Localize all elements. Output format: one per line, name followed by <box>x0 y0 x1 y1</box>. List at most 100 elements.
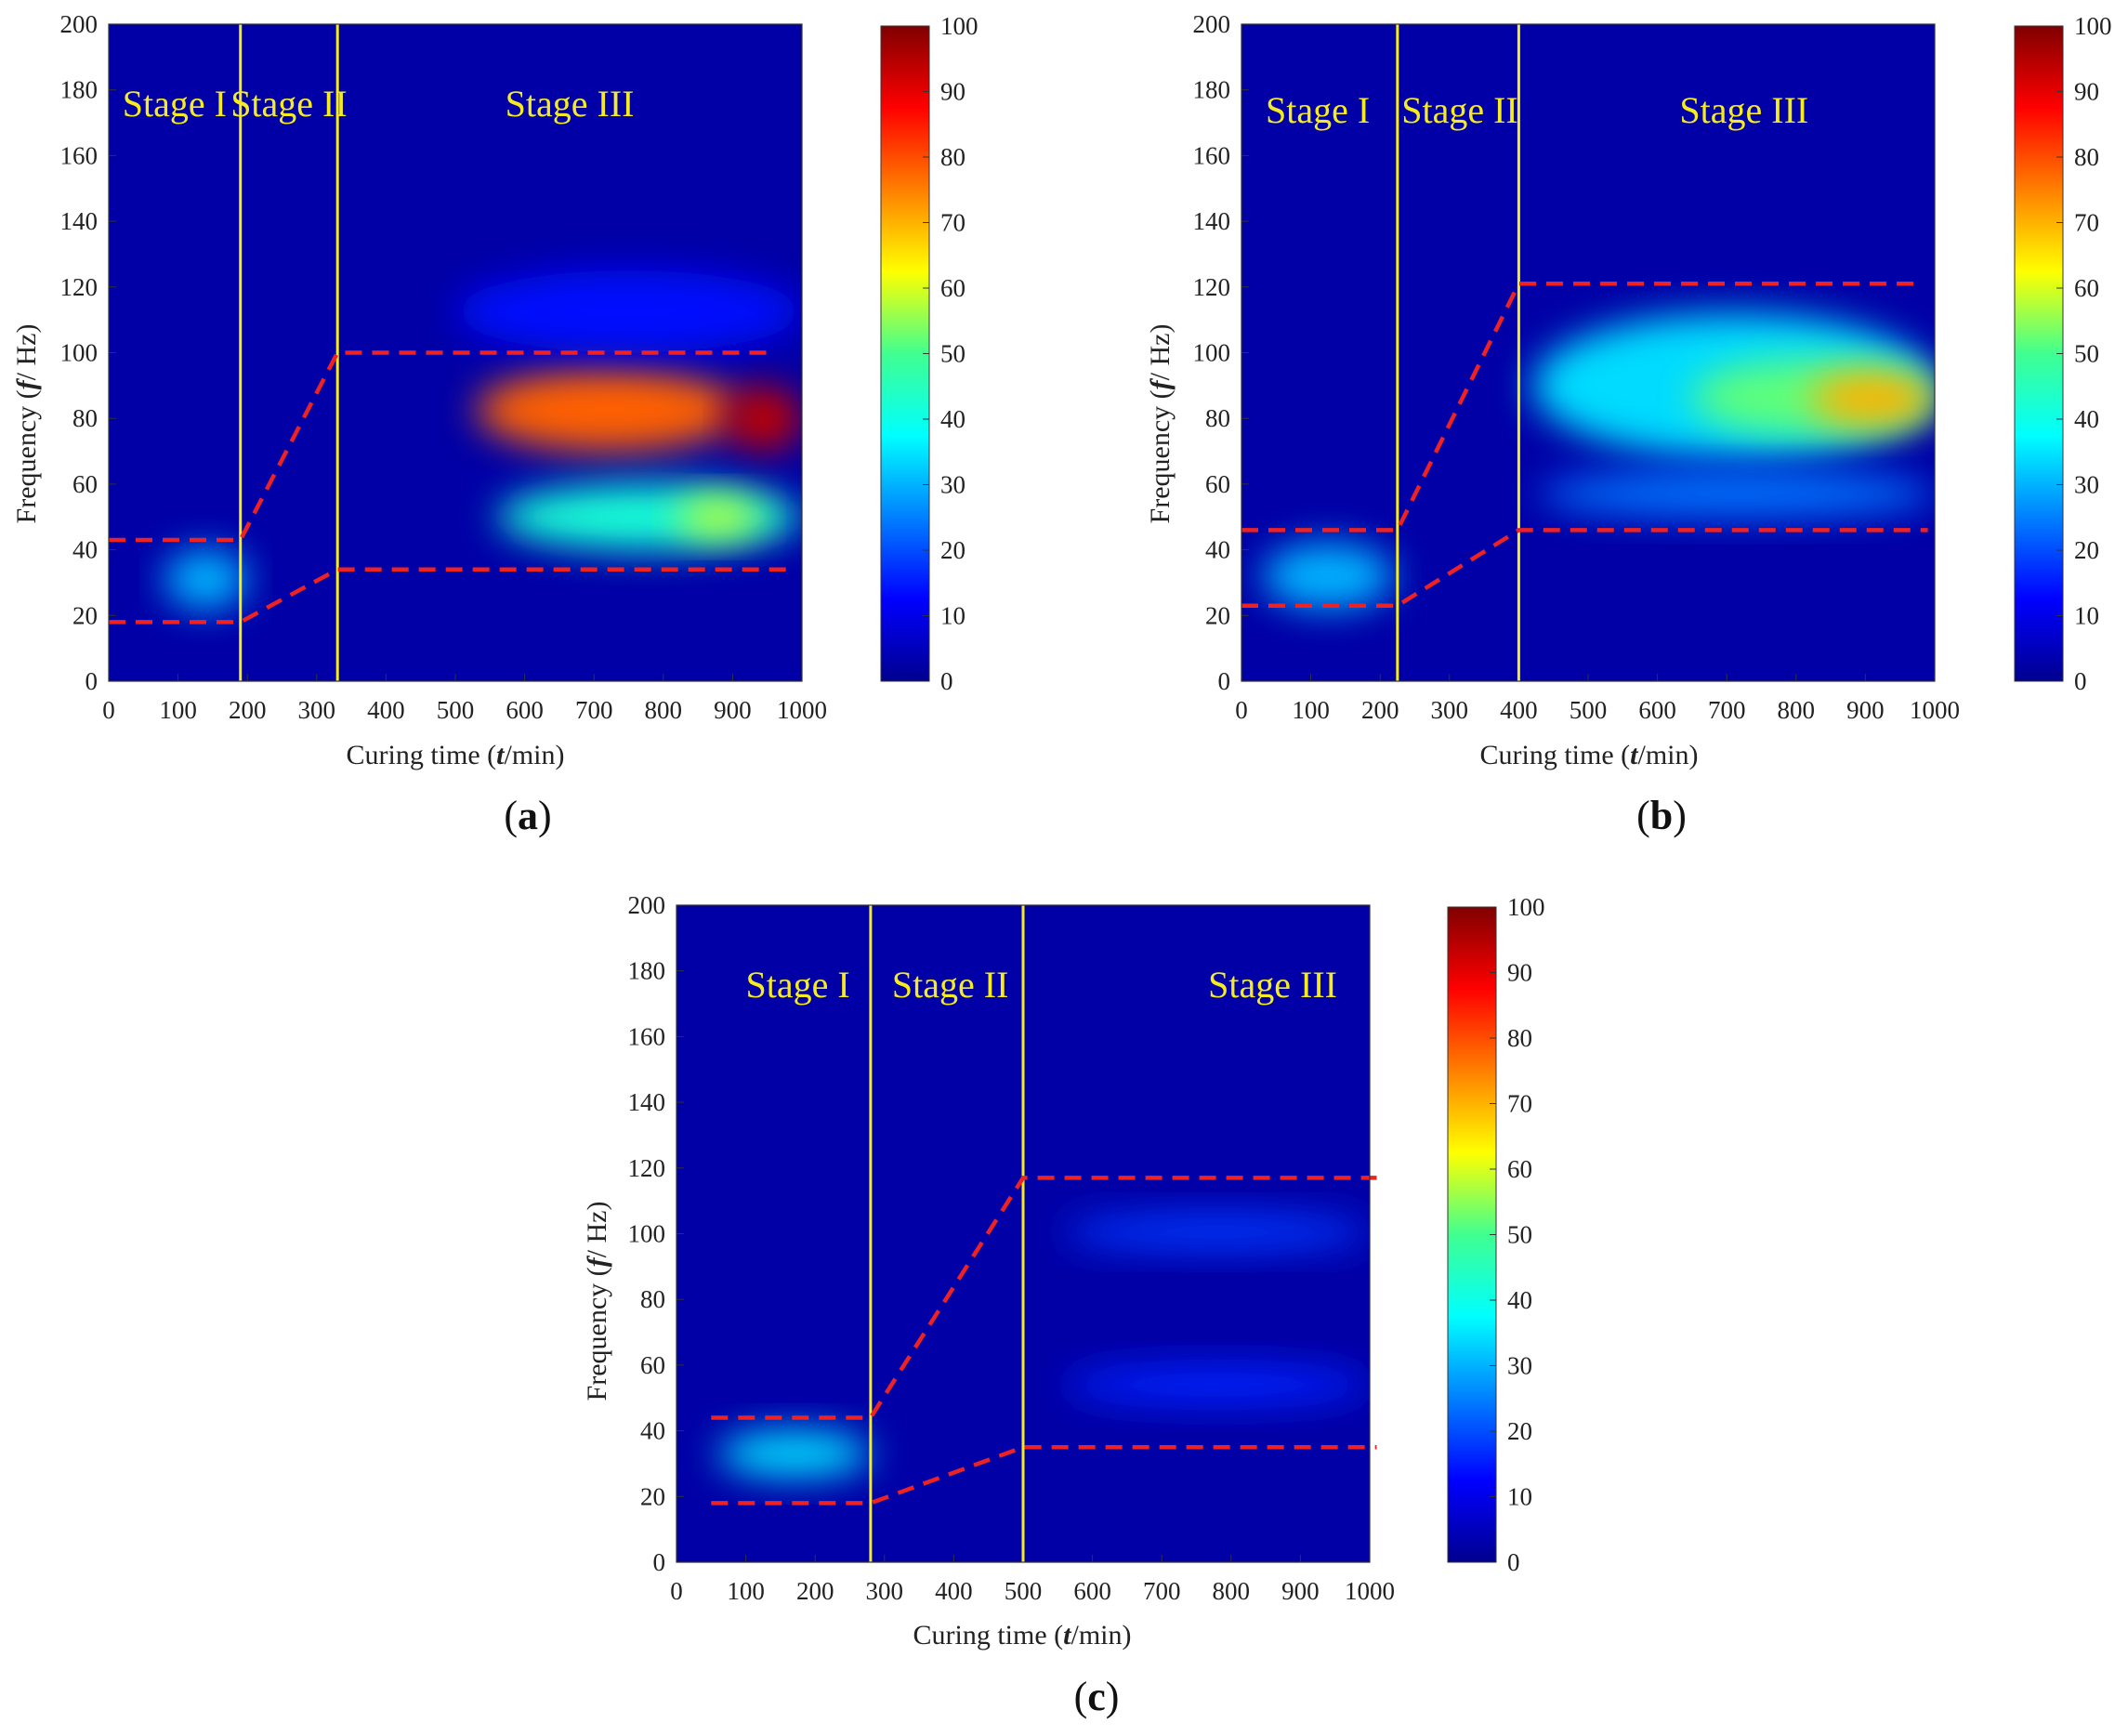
y-tick-label: 20 <box>640 1482 665 1510</box>
x-tick-label: 0 <box>102 696 115 724</box>
x-tick-label: 300 <box>298 696 336 724</box>
stage-label: Stage II <box>1401 89 1518 131</box>
colorbar-tick-label: 90 <box>1507 959 1532 987</box>
x-tick-label: 0 <box>1235 696 1248 724</box>
lower-frequency-boundary <box>1241 528 1928 608</box>
heatmap-area <box>109 24 802 681</box>
stage-label: Stage III <box>1208 964 1337 1006</box>
x-tick-label: 700 <box>1708 696 1746 724</box>
y-tick-label: 40 <box>72 536 98 564</box>
y-tick-label: 100 <box>628 1220 666 1248</box>
stage-label: Stage III <box>1679 89 1808 131</box>
colorbar-tick-label: 30 <box>1507 1352 1532 1380</box>
x-tick-label: 500 <box>437 696 475 724</box>
panel-label: (a) <box>504 793 551 838</box>
heatmap-hotspot <box>1809 372 1935 426</box>
y-tick-label: 60 <box>72 470 98 498</box>
heatmap-hotspot <box>164 549 248 610</box>
y-tick-label: 0 <box>85 667 99 695</box>
x-tick-label: 100 <box>727 1577 765 1605</box>
y-tick-label: 200 <box>60 10 99 38</box>
y-tick-label: 120 <box>1193 273 1231 301</box>
x-axis-label: Curing time (t/min) <box>1480 740 1699 770</box>
heatmap-hotspot <box>455 270 802 353</box>
x-tick-label: 1000 <box>1345 1577 1395 1605</box>
y-ticks: 0 20 40 60 80 100 120 140 160 180 200 <box>628 891 684 1576</box>
colorbar-tick-label: 40 <box>940 405 965 433</box>
x-tick-label: 400 <box>1500 696 1538 724</box>
upper-frequency-boundary <box>109 350 775 543</box>
x-tick-label: 600 <box>1638 696 1676 724</box>
plot-frame <box>676 904 1371 1563</box>
y-ticks: 0 20 40 60 80 100 120 140 160 180 200 <box>60 10 116 695</box>
colorbar-gradient <box>1447 906 1497 1563</box>
y-tick-label: 20 <box>72 601 98 629</box>
x-tick-label: 900 <box>714 696 752 724</box>
colorbar-tick-label: 60 <box>2074 274 2099 302</box>
heatmap-hotspot <box>1262 543 1395 610</box>
y-tick-label: 80 <box>1205 404 1230 432</box>
x-tick-label: 400 <box>935 1577 973 1605</box>
y-tick-label: 120 <box>628 1154 666 1182</box>
x-axis-label: Curing time (t/min) <box>913 1620 1132 1651</box>
y-ticks: 0 20 40 60 80 100 120 140 160 180 200 <box>1193 10 1249 695</box>
y-tick-label: 160 <box>628 1022 666 1050</box>
plot-frame <box>108 23 803 682</box>
colorbar-gradient <box>880 25 930 682</box>
colorbar-tick-label: 100 <box>2074 12 2112 40</box>
y-tick-label: 140 <box>628 1088 666 1116</box>
x-tick-label: 800 <box>1213 1577 1251 1605</box>
y-tick-label: 0 <box>653 1548 666 1576</box>
y-tick-label: 40 <box>1205 536 1230 564</box>
y-tick-label: 180 <box>628 957 666 985</box>
colorbar-tick-label: 0 <box>1507 1548 1520 1576</box>
panel-label: (c) <box>1074 1674 1120 1719</box>
colorbar-tick-label: 100 <box>940 12 979 40</box>
lower-frequency-boundary <box>711 1445 1377 1506</box>
y-tick-label: 20 <box>1205 601 1230 629</box>
colorbar-tick-label: 40 <box>2074 405 2099 433</box>
colorbar-tick-label: 70 <box>1507 1090 1532 1118</box>
y-tick-label: 100 <box>1193 339 1231 367</box>
heatmap-hotspot <box>717 1430 871 1478</box>
x-tick-label: 600 <box>506 696 544 724</box>
heatmap-hotspot <box>725 385 802 452</box>
colorbar-gradient <box>2014 25 2064 682</box>
x-tick-label: 600 <box>1073 1577 1111 1605</box>
colorbar-tick-label: 60 <box>1507 1155 1532 1183</box>
stage-label: Stage I <box>123 83 227 125</box>
x-tick-label: 200 <box>1361 696 1399 724</box>
colorbar-tick-label: 70 <box>2074 209 2099 237</box>
colorbar-tick-label: 20 <box>940 536 965 564</box>
x-tick-label: 0 <box>670 1577 683 1605</box>
x-ticks: 0 100 200 300 400 500 600 700 800 900 1000 <box>102 674 827 724</box>
panel-b: Frequency (f/ Hz) 0 20 40 60 80 100 120 140 160 1… <box>1145 10 1960 838</box>
x-tick-label: 1000 <box>777 696 827 724</box>
x-tick-label: 900 <box>1846 696 1885 724</box>
stage-label: Stage I <box>745 964 849 1006</box>
colorbar-tick-label: 80 <box>1507 1024 1532 1052</box>
colorbar-tick-label: 30 <box>2074 471 2099 499</box>
colorbar-tick-label: 0 <box>940 667 953 695</box>
y-axis-label: Frequency (f/ Hz) <box>1145 324 1176 524</box>
colorbar-tick-label: 70 <box>940 209 965 237</box>
y-tick-label: 160 <box>60 141 99 169</box>
colorbar-tick-label: 50 <box>1507 1221 1532 1249</box>
colorbar-tick-label: 10 <box>2074 602 2099 630</box>
y-axis-label: Frequency (f/ Hz) <box>11 324 42 524</box>
colorbar-tick-label: 90 <box>940 78 965 106</box>
x-tick-label: 700 <box>1143 1577 1181 1605</box>
x-tick-label: 800 <box>1778 696 1816 724</box>
panel-a: Frequency (f/ Hz) 0 20 40 60 80 100 120 140 160 1… <box>11 10 827 838</box>
colorbar-tick-label: 20 <box>1507 1417 1532 1445</box>
x-ticks: 0 100 200 300 400 500 600 700 800 900 1000 <box>1235 674 1960 724</box>
x-tick-label: 800 <box>645 696 683 724</box>
colorbar-tick-label: 90 <box>2074 78 2099 106</box>
x-tick-label: 1000 <box>1910 696 1960 724</box>
panel-label: (b) <box>1636 793 1687 838</box>
y-tick-label: 100 <box>60 339 99 367</box>
